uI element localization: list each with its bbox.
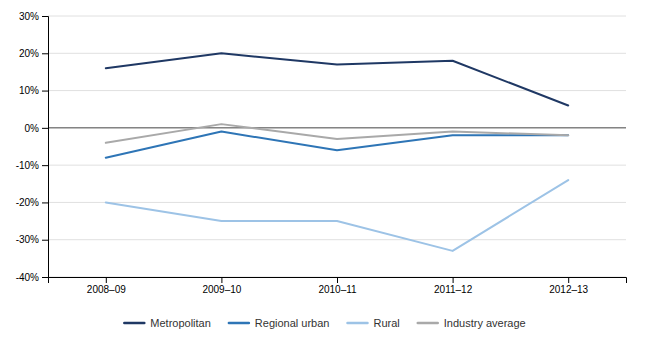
y-tick-mark (42, 240, 48, 241)
x-tick-mark (106, 277, 107, 283)
legend-label: Industry average (444, 317, 526, 329)
legend-label: Regional urban (255, 317, 330, 329)
y-tick-label: -10% (16, 160, 39, 171)
y-tick: 30% (19, 11, 48, 22)
x-tick-label: 2010–11 (318, 284, 357, 295)
y-tick: -20% (16, 197, 48, 208)
y-tick-mark (42, 91, 48, 92)
x-tick: 2008–09 (87, 277, 126, 295)
y-tick-mark (42, 202, 48, 203)
legend-swatch (347, 322, 367, 325)
x-axis: 2008–09 2009–10 2010–11 2011–12 2012–13 (49, 277, 627, 295)
y-tick-mark (42, 165, 48, 166)
grid (48, 16, 626, 277)
legend-swatch (418, 322, 438, 325)
x-tick-label: 2011–12 (434, 284, 473, 295)
legend-swatch (124, 322, 144, 325)
grid-line (48, 16, 626, 17)
y-tick-label: -40% (16, 272, 39, 283)
grid-line (48, 202, 626, 203)
x-tick: 2012–13 (549, 277, 588, 295)
y-tick-label: 0% (25, 123, 40, 134)
series-line (106, 180, 568, 251)
legend-label: Metropolitan (150, 317, 211, 329)
x-tick-label: 2012–13 (549, 284, 588, 295)
y-tick: 0% (25, 123, 48, 134)
y-tick-mark (42, 53, 48, 54)
legend-item: Metropolitan (124, 317, 211, 329)
legend-swatch (229, 322, 249, 325)
y-tick-label: 10% (19, 85, 39, 96)
legend-item: Regional urban (229, 317, 330, 329)
y-tick: -30% (16, 234, 48, 245)
x-axis-line (49, 278, 627, 284)
y-axis-line (42, 17, 49, 278)
grid-line (48, 165, 626, 166)
series-line (106, 132, 568, 158)
grid-line (48, 239, 626, 240)
x-tick-label: 2008–09 (87, 284, 126, 295)
legend-item: Rural (347, 317, 399, 329)
plot: -40% -30% -20% -10% 0% 10% 20% 30% 2008–09 2009–1… (16, 11, 627, 295)
x-tick: 2011–12 (434, 277, 473, 295)
x-tick-label: 2009–10 (202, 284, 241, 295)
y-tick-mark (42, 16, 48, 17)
y-tick: 20% (19, 48, 48, 59)
series-line (106, 124, 568, 143)
x-tick-mark (568, 277, 569, 283)
grid-line (48, 53, 626, 54)
y-tick: -40% (16, 272, 48, 283)
y-tick-label: 20% (19, 48, 39, 59)
x-tick-mark (221, 277, 222, 283)
x-tick-mark (453, 277, 454, 283)
y-tick-mark (42, 128, 48, 129)
legend: Metropolitan Regional urban Rural Industry … (124, 317, 525, 329)
series-line (106, 53, 568, 105)
legend-label: Rural (373, 317, 399, 329)
y-tick-label: -30% (16, 234, 39, 245)
legend-item: Industry average (418, 317, 526, 329)
zero-line (48, 127, 626, 128)
y-tick-mark (42, 277, 48, 278)
y-tick: 10% (19, 85, 48, 96)
chart: -40% -30% -20% -10% 0% 10% 20% 30% 2008–09 2009–1… (0, 0, 650, 339)
x-tick: 2009–10 (202, 277, 241, 295)
y-axis: -40% -30% -20% -10% 0% 10% 20% 30% (16, 11, 49, 283)
y-tick-label: -20% (16, 197, 39, 208)
grid-line (48, 90, 626, 91)
lines (106, 53, 568, 251)
y-tick: -10% (16, 160, 48, 171)
x-tick: 2010–11 (318, 277, 357, 295)
y-tick-label: 30% (19, 11, 39, 22)
x-tick-mark (337, 277, 338, 283)
